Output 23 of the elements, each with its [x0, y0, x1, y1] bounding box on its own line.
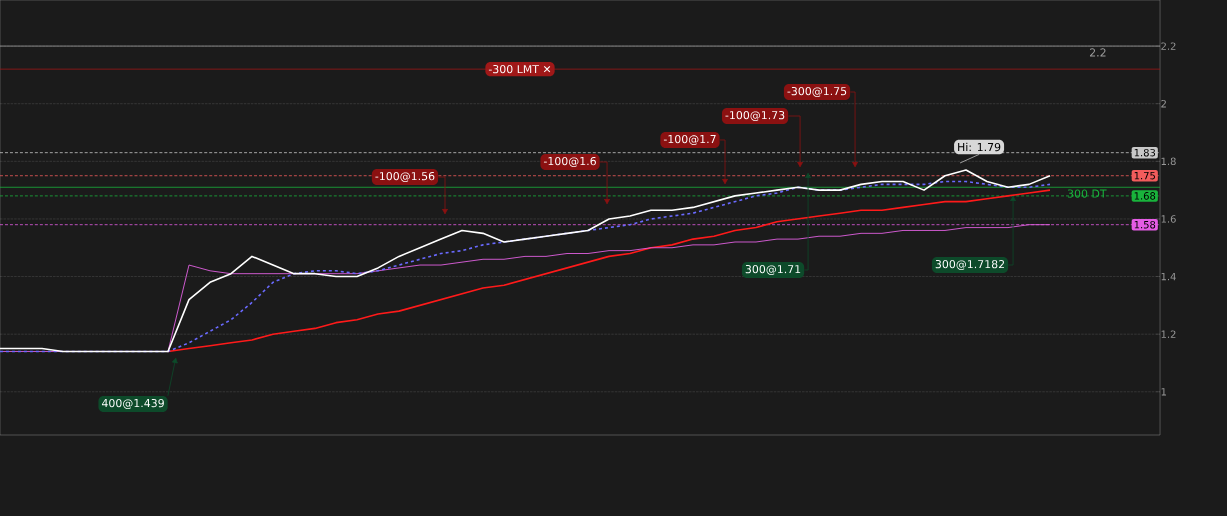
ref-line-label: -300 LMT ✕: [488, 65, 551, 74]
annotation: -100@1.73: [725, 111, 785, 122]
y-tick-label: 2: [1161, 100, 1166, 108]
annotation: -100@1.56: [375, 171, 435, 183]
annotation: Hi: 1.79: [958, 142, 1001, 152]
y-tick-label: 1.6: [1161, 215, 1176, 223]
y-tick-label: 1: [1161, 388, 1166, 396]
ref-line-label: 2.2: [1089, 48, 1106, 57]
annotation: -100@1.7: [663, 134, 716, 145]
y-tick-label: 2.2: [1161, 42, 1176, 50]
ref-line-label: 1.75: [1134, 172, 1155, 180]
y-tick-label: 1.4: [1161, 272, 1176, 281]
annotation: -100@1.6: [543, 156, 596, 168]
ref-line-label: 1.83: [1134, 148, 1156, 157]
ref-line-label: 1.68: [1134, 192, 1156, 200]
annotation: 400@1.439: [101, 398, 164, 409]
y-tick-label: 1.2: [1161, 330, 1176, 338]
y-tick-label: 1.8: [1161, 157, 1176, 166]
ref-line-label: 300 DT: [1067, 189, 1107, 198]
annotation: 300@1.71: [745, 264, 801, 276]
annotation: 300@1.7182: [935, 259, 1005, 271]
ref-line-label: 1.58: [1134, 220, 1156, 229]
annotation: -300@1.75: [787, 86, 847, 98]
